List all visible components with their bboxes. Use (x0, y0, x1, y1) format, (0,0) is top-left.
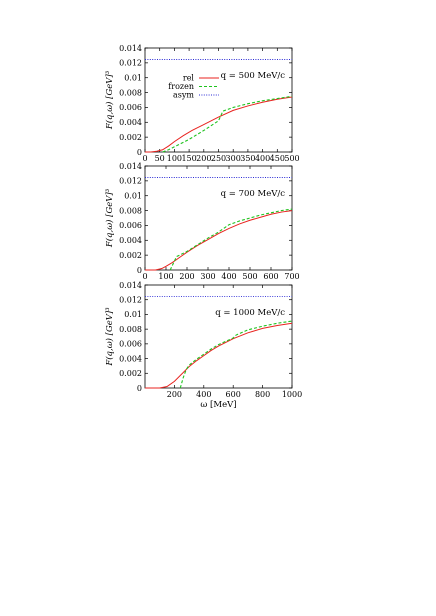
y-tick-label: 0.008 (119, 206, 142, 215)
y-tick-label: 0.004 (119, 354, 142, 363)
q-annotation: q = 500 MeV/c (221, 71, 286, 81)
y-tick-label: 0.008 (119, 325, 142, 334)
x-tick-label: 350 (240, 154, 255, 163)
y-tick-label: 0.004 (119, 236, 142, 245)
x-tick-label: 400 (196, 390, 211, 399)
x-tick-label: 500 (284, 154, 299, 163)
x-tick-label: 500 (242, 272, 257, 281)
x-tick-label: 150 (181, 154, 196, 163)
x-tick-label: 200 (167, 390, 182, 399)
x-tick-label: 200 (179, 272, 194, 281)
series-rel-line (145, 322, 293, 389)
series-frozen-line (179, 320, 293, 389)
x-tick-label: 50 (155, 154, 165, 163)
y-tick-label: 0.014 (119, 162, 142, 171)
x-tick-label: 600 (226, 390, 241, 399)
x-tick-label: 250 (211, 154, 226, 163)
y-tick-label: 0.01 (124, 192, 142, 201)
x-tick-label: 300 (200, 272, 215, 281)
x-axis-label: ω [MeV] (200, 400, 236, 410)
y-tick-label: 0.002 (119, 369, 142, 378)
x-tick-label: 450 (270, 154, 285, 163)
y-axis-label: F(q,ω) [GeV]³ (104, 188, 115, 248)
x-tick-label: 1000 (282, 390, 302, 399)
y-tick-label: 0 (137, 266, 142, 275)
y-axis-label: F(q,ω) [GeV]³ (104, 70, 115, 130)
y-tick-label: 0.006 (119, 340, 142, 349)
y-tick-label: 0.012 (119, 59, 142, 68)
series-rel-line (145, 210, 293, 271)
y-axis-label: F(q,ω) [GeV]³ (104, 307, 115, 367)
q-annotation: q = 700 MeV/c (221, 189, 286, 199)
x-tick-label: 400 (255, 154, 270, 163)
y-tick-label: 0.01 (124, 74, 142, 83)
x-tick-label: 0 (142, 272, 147, 281)
y-tick-label: 0.006 (119, 221, 142, 230)
y-tick-label: 0.004 (119, 118, 142, 127)
x-tick-label: 400 (221, 272, 236, 281)
y-tick-label: 0.014 (119, 44, 142, 53)
y-tick-label: 0.01 (124, 310, 142, 319)
panel-q-700: 0 0.002 0.004 0.006 0.008 0.01 0.012 0.014 0 100 2… (104, 162, 300, 281)
panel-q-1000: 0 0.002 0.004 0.006 0.008 0.01 0.012 0.014 200 40… (104, 281, 302, 410)
x-tick-label: 700 (284, 272, 299, 281)
series-rel-line (145, 96, 293, 153)
series-frozen-line (162, 95, 293, 153)
y-tick-label: 0.014 (119, 281, 142, 290)
x-tick-label: 800 (255, 390, 270, 399)
q-annotation: q = 1000 MeV/c (215, 308, 285, 318)
y-tick-label: 0 (137, 148, 142, 157)
y-tick-label: 0.012 (119, 177, 142, 186)
x-tick-label: 0 (142, 154, 147, 163)
y-tick-label: 0.002 (119, 133, 142, 142)
plot-frame (144, 284, 293, 389)
plot-frame (144, 165, 293, 271)
panel-q-500: 0 0.002 0.004 0.006 0.008 0.01 0.012 0.014 0 50 10… (104, 44, 300, 163)
x-tick-label: 100 (167, 154, 182, 163)
y-tick-label: 0 (137, 384, 142, 393)
series-frozen-line (169, 208, 293, 271)
y-tick-label: 0.002 (119, 251, 142, 260)
legend-label-rel: rel (183, 74, 195, 83)
y-tick-label: 0.008 (119, 88, 142, 97)
x-tick-label: 300 (226, 154, 241, 163)
legend-label-asym: asym (173, 91, 194, 100)
x-tick-label: 100 (158, 272, 173, 281)
x-tick-label: 200 (196, 154, 211, 163)
y-tick-label: 0.006 (119, 103, 142, 112)
legend-label-frozen: frozen (168, 82, 194, 91)
x-tick-label: 600 (263, 272, 278, 281)
y-tick-label: 0.012 (119, 296, 142, 305)
plot-frame (144, 47, 293, 153)
